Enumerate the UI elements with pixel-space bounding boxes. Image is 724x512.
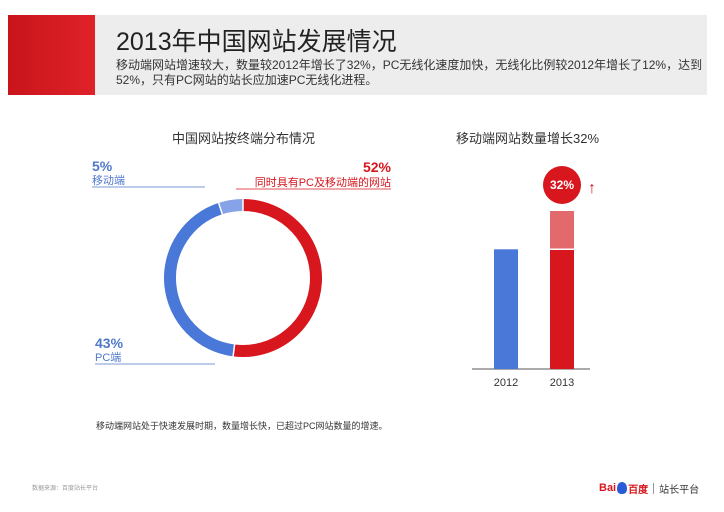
growth-badge-label: 32% [550,178,574,192]
donut-slice-mobile [218,199,244,215]
logo-text-baidu: 百度 [628,484,649,496]
bar-chart: 2012 2013 32% ↑ [472,166,596,389]
chart-note: 移动端网站处于快速发展时期，数量增长快，已超过PC网站数量的增速。 [96,421,388,431]
growth-badge [543,166,581,204]
bar-tick-label-2013: 2013 [550,377,574,389]
bar-chart-title: 移动端网站数量增长32% [456,131,600,146]
page-subtitle: 移动端网站增速较大，数量较2012年增长了32%，PC无线化速度加快，无线化比例… [116,58,703,87]
logo-divider [653,482,655,494]
donut-slice-pc-and-mobile [233,199,322,357]
growth-arrow-icon: ↑ [588,180,596,197]
data-source: 数据来源：百度站长平台 [32,486,99,492]
bar-2012-base [494,249,518,369]
donut-chart [164,198,322,358]
donut-separator [217,201,224,216]
donut-separator [232,343,236,358]
logo-text-bai: Bai [599,482,617,494]
donut-slice-pc [164,202,235,357]
slice-label-mobile-value: 5% [92,158,113,174]
slice-label-pc-and-mobile-value: 52% [363,159,392,175]
slice-label-pc-name: PC端 [95,351,121,364]
title-band [95,15,707,95]
baidu-zhanzhang-logo: Bai 百度 站长平台 [599,480,699,496]
bar-2013-growth [550,211,574,250]
donut-chart-title: 中国网站按终端分布情况 [172,131,316,146]
bar-tick-label-2012: 2012 [494,377,518,389]
logo-text-zhanzhang: 站长平台 [659,484,700,496]
paw-icon [617,482,628,494]
slice-label-pc-value: 43% [95,335,124,351]
page-title: 2013年中国网站发展情况 [116,28,397,56]
bar-2013-base [550,249,574,369]
red-accent-block [8,15,96,95]
slice-label-pc-and-mobile-name: 同时具有PC及移动端的网站 [255,175,391,189]
slice-label-mobile-name: 移动端 [92,174,125,187]
